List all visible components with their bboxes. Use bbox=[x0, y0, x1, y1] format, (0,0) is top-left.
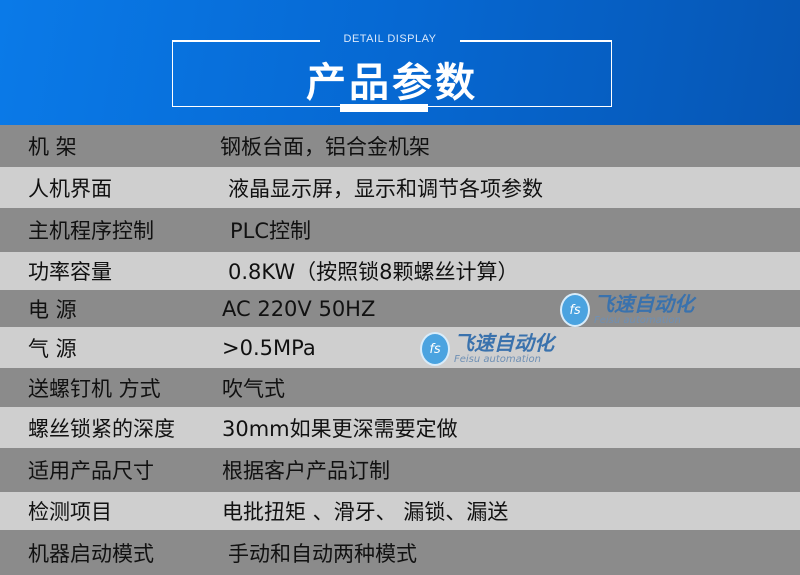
table-row: 主机程序控制 PLC控制 bbox=[0, 208, 800, 252]
table-row: 机 架 钢板台面，铝合金机架 bbox=[0, 125, 800, 167]
row-value: 液晶显示屏，显示和调节各项参数 bbox=[228, 176, 543, 201]
subtitle: DETAIL DISPLAY bbox=[343, 33, 437, 45]
table-row: 送螺钉机 方式 吹气式 bbox=[0, 368, 800, 407]
table-row: 检测项目 电批扭矩 、滑牙、 漏锁、漏送 bbox=[0, 492, 800, 530]
row-label: 气 源 bbox=[28, 336, 77, 361]
row-value: 钢板台面，铝合金机架 bbox=[220, 135, 430, 159]
row-label: 人机界面 bbox=[28, 176, 112, 201]
table-row: 适用产品尺寸 根据客户产品订制 bbox=[0, 448, 800, 492]
table-row: 电 源 AC 220V 50HZ bbox=[0, 290, 800, 327]
row-label: 螺丝锁紧的深度 bbox=[28, 416, 175, 441]
frame-line bbox=[460, 40, 612, 42]
row-label: 电 源 bbox=[28, 297, 77, 322]
row-value: 0.8KW（按照锁8颗螺丝计算） bbox=[228, 260, 519, 284]
row-value: 手动和自动两种模式 bbox=[228, 541, 417, 566]
row-value: AC 220V 50HZ bbox=[222, 296, 376, 321]
title-underline bbox=[340, 104, 428, 112]
row-label: 机器启动模式 bbox=[28, 541, 154, 566]
frame-line bbox=[172, 40, 320, 42]
row-label: 送螺钉机 方式 bbox=[28, 376, 161, 401]
table-row: 功率容量 0.8KW（按照锁8颗螺丝计算） bbox=[0, 252, 800, 290]
row-value: 电批扭矩 、滑牙、 漏锁、漏送 bbox=[222, 500, 509, 524]
row-value: 吹气式 bbox=[222, 376, 285, 401]
row-label: 主机程序控制 bbox=[28, 219, 154, 243]
row-value: >0.5MPa bbox=[222, 335, 316, 360]
table-row: 螺丝锁紧的深度 30mm如果更深需要定做 bbox=[0, 407, 800, 448]
page-title: 产品参数 bbox=[306, 60, 478, 106]
row-label: 功率容量 bbox=[28, 260, 112, 284]
row-value: 根据客户产品订制 bbox=[222, 459, 390, 483]
row-label: 检测项目 bbox=[28, 500, 112, 524]
row-value: 30mm如果更深需要定做 bbox=[222, 416, 458, 441]
row-label: 机 架 bbox=[28, 135, 77, 159]
row-label: 适用产品尺寸 bbox=[28, 459, 154, 483]
table-row: 机器启动模式 手动和自动两种模式 bbox=[0, 530, 800, 575]
table-row: 气 源 >0.5MPa bbox=[0, 327, 800, 368]
row-value: PLC控制 bbox=[230, 219, 312, 243]
table-row: 人机界面 液晶显示屏，显示和调节各项参数 bbox=[0, 167, 800, 208]
